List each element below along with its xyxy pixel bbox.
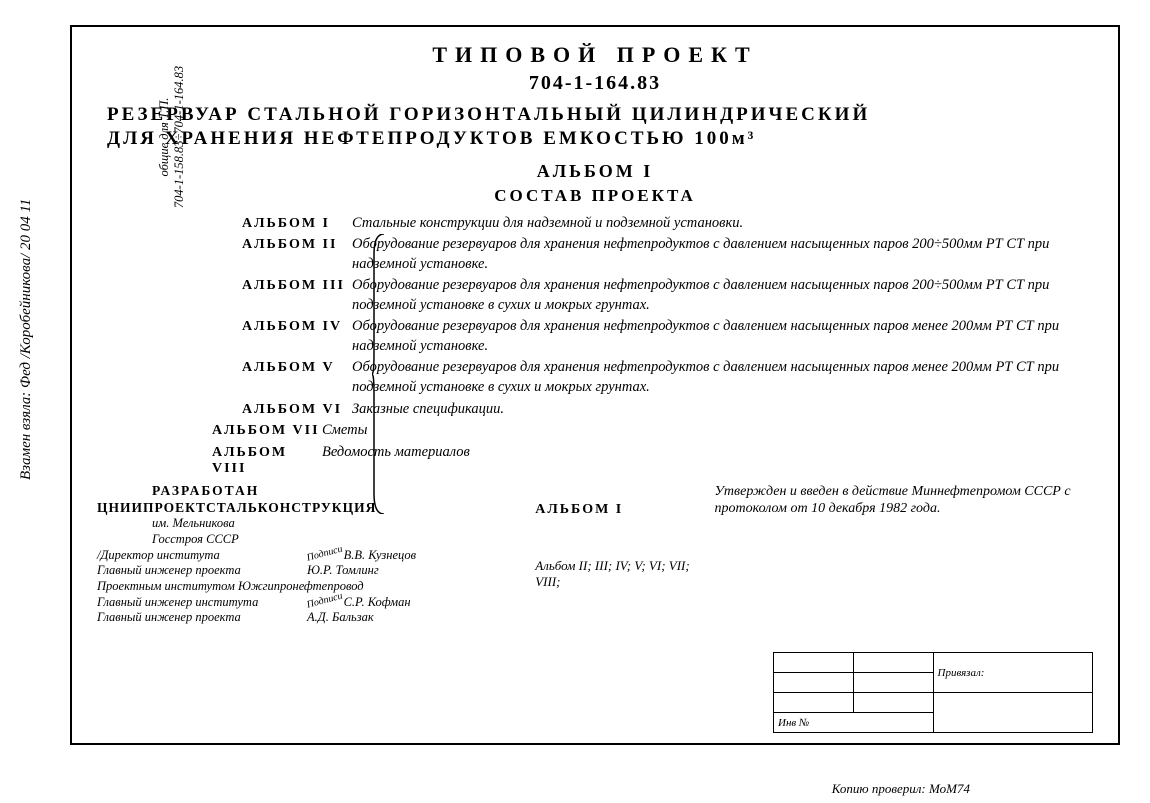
album-label: АЛЬБОМ II [242,235,352,253]
album-label: АЛЬБОМ IV [242,317,352,335]
album-desc: Оборудование резервуаров для хранения не… [352,276,1093,315]
approval-table: Привязал: Инв № [773,652,1093,733]
bottom-block: РАЗРАБОТАН ЦНИИПРОЕКТСТАЛЬКОНСТРУКЦИЯ им… [97,483,1093,626]
drawing-frame: ТИПОВОЙ ПРОЕКТ 704-1-164.83 РЕЗЕРВУАР СТ… [70,25,1120,745]
title-main: ТИПОВОЙ ПРОЕКТ [97,42,1093,68]
signature-row: Главный инженер института Подписи С.Р. К… [97,595,535,611]
album-row: АЛЬБОМ VII Сметы [212,421,1093,441]
album-row: АЛЬБОМ III Оборудование резервуаров для … [242,276,1093,315]
developer-sub1: им. Мельникова [152,516,535,532]
album-label: АЛЬБОМ III [242,276,352,294]
mid-column: АЛЬБОМ I Альбом II; III; IV; V; VI; VII;… [535,483,714,626]
album-list: АЛЬБОМ I Стальные конструкции для надзем… [242,214,1093,477]
album-row: АЛЬБОМ IV Оборудование резервуаров для х… [242,317,1093,356]
album-desc: Стальные конструкции для надземной и под… [352,214,1093,234]
album-row: АЛЬБОМ VIII Ведомость материалов [212,443,1093,477]
signature-row: Проектным институтом Южгипронефтепровод [97,579,535,595]
title-number: 704-1-164.83 [97,72,1093,95]
album-row: АЛЬБОМ V Оборудование резервуаров для хр… [242,358,1093,397]
subtitle-line-1: РЕЗЕРВУАР СТАЛЬНОЙ ГОРИЗОНТАЛЬНЫЙ ЦИЛИНД… [97,103,1093,127]
album-row: АЛЬБОМ II Оборудование резервуаров для х… [242,235,1093,274]
album-desc: Оборудование резервуаров для хранения не… [352,358,1093,397]
album-desc: Оборудование резервуаров для хранения не… [352,235,1093,274]
mid-album-list: Альбом II; III; IV; V; VI; VII; VIII; [535,558,714,591]
album-label: АЛЬБОМ I [242,214,352,232]
developer-org: ЦНИИПРОЕКТСТАЛЬКОНСТРУКЦИЯ [97,500,535,517]
approval-stamp: Привязал: Инв № [773,652,1093,733]
developer-sub2: Госстроя СССР [152,532,535,548]
section-heading: СОСТАВ ПРОЕКТА [97,186,1093,206]
album-heading: АЛЬБОМ I [97,161,1093,182]
album-row: АЛЬБОМ I Стальные конструкции для надзем… [242,214,1093,234]
album-label: АЛЬБОМ V [242,358,352,376]
signature-row: /Директор института Подписи В.В. Кузнецо… [97,548,535,564]
album-label: АЛЬБОМ VI [242,400,352,418]
side-vertical-note: общие для Т.П. 704-1-158.83÷704-1-164.83 [157,7,187,267]
album-desc: Оборудование резервуаров для хранения не… [352,317,1093,356]
album-desc: Сметы [322,421,1093,441]
album-row: АЛЬБОМ VI Заказные спецификации. [242,400,1093,420]
header-block: ТИПОВОЙ ПРОЕКТ 704-1-164.83 [97,42,1093,95]
margin-handwritten-note: Взамен взяла: Фед /Коробейникова/ 20 04 … [18,80,35,480]
subtitle-line-2: ДЛЯ ХРАНЕНИЯ НЕФТЕПРОДУКТОВ ЕМКОСТЬЮ 100… [97,127,1093,151]
album-label: АЛЬБОМ VIII [212,443,322,477]
approval-text: Утвержден и введен в действие Миннефтепр… [715,483,1093,626]
copy-checked-note: Копию проверил: МоМ74 [832,781,970,797]
brace-icon [372,234,386,514]
mid-album-label: АЛЬБОМ I [535,501,714,519]
album-label: АЛЬБОМ VII [212,421,322,439]
developer-title: РАЗРАБОТАН [152,483,535,500]
album-desc: Заказные спецификации. [352,400,1093,420]
developer-block: РАЗРАБОТАН ЦНИИПРОЕКТСТАЛЬКОНСТРУКЦИЯ им… [97,483,535,626]
album-desc: Ведомость материалов [322,443,1093,463]
